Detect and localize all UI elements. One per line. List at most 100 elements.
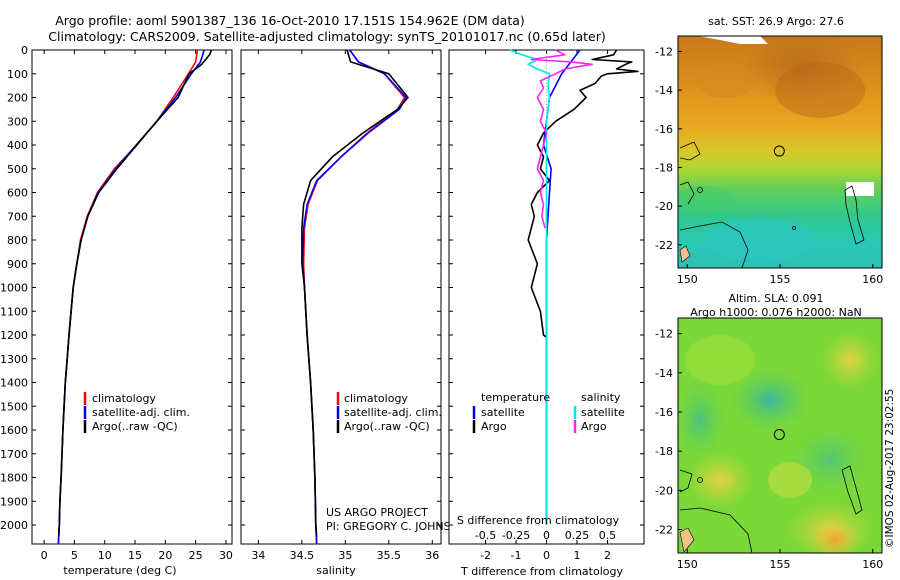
copyright-footer: ©IMOS 02-Aug-2017 23:02:55 — [884, 389, 896, 548]
map-x-tick-label: 160 — [862, 558, 883, 571]
sst-map-title: sat. SST: 26.9 Argo: 27.6 — [708, 15, 844, 28]
map-y-tick-label: -14 — [655, 367, 673, 380]
map-x-tick-label: 160 — [862, 273, 883, 286]
x-tick-label: 25 — [189, 549, 203, 562]
temperature-xlabel: temperature (deg C) — [63, 564, 176, 577]
y-tick-label: 1300 — [0, 353, 28, 366]
argo-location-marker — [773, 429, 785, 441]
map-y-tick-label: -14 — [655, 84, 673, 97]
y-tick-label: 100 — [7, 68, 28, 81]
secondary-x-tick-label: -0.5 — [475, 529, 496, 542]
legend-label-climatology: climatology — [344, 392, 408, 405]
map-y-tick-label: -20 — [655, 484, 673, 497]
map-x-tick-label: 150 — [677, 558, 698, 571]
series-line-argo-raw-qc- — [301, 49, 409, 537]
x-tick-label: 20 — [158, 549, 172, 562]
x-tick-label: 15 — [128, 549, 142, 562]
project-annotation: US ARGO PROJECT — [326, 506, 428, 519]
salinity-panel: 34 34.5 35 35.5 36 salinity climatology sate… — [240, 49, 467, 577]
x-tick-label: -1 — [511, 549, 522, 562]
map-y-tick-label: -18 — [655, 161, 673, 174]
legend-label-sal-argo: Argo — [581, 420, 607, 433]
salinity-series — [301, 49, 409, 545]
map-y-tick-label: -16 — [655, 406, 673, 419]
legend-label-temp-satellite: satellite — [481, 406, 525, 419]
sst-heatmap — [678, 36, 882, 268]
salinity-x-axis: 34 34.5 35 35.5 36 — [241, 49, 441, 562]
x-tick-label: 30 — [219, 549, 233, 562]
map-x-tick-label: 150 — [677, 273, 698, 286]
difference-series — [509, 49, 639, 525]
map-y-tick-label: -22 — [655, 524, 673, 537]
pi-annotation: PI: GREGORY C. JOHNSON — [326, 520, 467, 533]
x-tick-label: 1 — [573, 549, 580, 562]
y-tick-label: 200 — [7, 92, 28, 105]
series-line-salinity-satellite — [509, 49, 551, 525]
x-tick-label: 5 — [71, 549, 78, 562]
legend-header-temperature: temperature — [481, 391, 550, 404]
y-tick-label: 1600 — [0, 424, 28, 437]
map-y-tick-label: -12 — [655, 328, 673, 341]
x-tick-label: 0 — [41, 549, 48, 562]
x-tick-label: 34.5 — [290, 549, 315, 562]
legend-label-argo: Argo(..raw -QC) — [344, 420, 430, 433]
y-tick-label: 500 — [7, 163, 28, 176]
figure-title-line1: Argo profile: aoml 5901387_136 16-Oct-20… — [55, 13, 525, 28]
difference-legend: temperature salinity satellite Argo sate… — [472, 391, 625, 433]
y-tick-label: 700 — [7, 210, 28, 223]
sla-map-title: Altim. SLA: 0.091 — [728, 292, 823, 305]
x-tick-label: 34 — [251, 549, 265, 562]
map-y-tick-label: -20 — [655, 200, 673, 213]
map-x-tick-label: 155 — [770, 558, 791, 571]
salinity-axes-box — [240, 49, 442, 545]
x-tick-label: -2 — [480, 549, 491, 562]
secondary-x-tick-label: 0.25 — [565, 529, 590, 542]
legend-label-temp-argo: Argo — [481, 420, 507, 433]
argo-location-marker — [773, 145, 785, 157]
map-y-tick-label: -18 — [655, 445, 673, 458]
legend-label-climatology: climatology — [92, 392, 156, 405]
temperature-series — [57, 49, 213, 545]
y-tick-label: 1700 — [0, 448, 28, 461]
legend-label-argo: Argo(..raw -QC) — [92, 420, 178, 433]
legend-label-satellite: satellite-adj. clim. — [344, 406, 442, 419]
temperature-difference-label: T difference from climatology — [460, 565, 623, 578]
sla-heatmap — [678, 318, 882, 553]
x-tick-label: 35.5 — [377, 549, 402, 562]
y-tick-label: 1100 — [0, 305, 28, 318]
sst-map-axes: 150 155 160 -12 -14 -16 -18 -20 -22 — [655, 45, 883, 286]
y-tick-label: 1500 — [0, 400, 28, 413]
y-tick-label: 1400 — [0, 377, 28, 390]
sla-map-panel: Altim. SLA: 0.091 Argo h1000: 0.076 h200… — [655, 292, 883, 571]
map-x-tick-label: 155 — [770, 273, 791, 286]
sla-map-axes: 150 155 160 -12 -14 -16 -18 -20 -22 — [655, 328, 883, 571]
secondary-x-tick-label: 0.5 — [599, 529, 617, 542]
temperature-axes-box — [31, 49, 233, 545]
y-tick-label: 900 — [7, 258, 28, 271]
map-y-tick-label: -16 — [655, 123, 673, 136]
sla-map-subtitle: Argo h1000: 0.076 h2000: NaN — [690, 306, 862, 319]
y-tick-label: 1200 — [0, 329, 28, 342]
y-tick-label: 2000 — [0, 519, 28, 532]
figure-title-line2: Climatology: CARS2009. Satellite-adjuste… — [48, 29, 605, 44]
sst-map-panel: sat. SST: 26.9 Argo: 27.6 150 155 160 -12 -1… — [655, 15, 883, 286]
y-tick-label: 600 — [7, 187, 28, 200]
y-tick-label: 0 — [21, 44, 28, 57]
secondary-x-tick-label: -0.25 — [502, 529, 530, 542]
salinity-xlabel: salinity — [316, 564, 356, 577]
legend-header-salinity: salinity — [581, 391, 621, 404]
salinity-difference-label: S difference from climatology — [457, 514, 620, 527]
legend-label-satellite: satellite-adj. clim. — [92, 406, 190, 419]
y-tick-label: 1900 — [0, 495, 28, 508]
y-tick-label: 300 — [7, 115, 28, 128]
x-tick-label: 0 — [543, 549, 550, 562]
x-tick-label: 36 — [425, 549, 439, 562]
temperature-panel: 0100200300400500600700800900100011001200… — [0, 44, 233, 577]
y-tick-label: 400 — [7, 139, 28, 152]
temperature-x-axis: 0 5 10 15 20 25 30 — [41, 50, 233, 562]
depth-axis: 0 100 200 300 400 500 600 700 800 900 1000 1100 1200… — [0, 44, 232, 532]
secondary-x-tick-label: 0 — [543, 529, 550, 542]
y-tick-label: 1000 — [0, 282, 28, 295]
x-tick-label: 2 — [604, 549, 611, 562]
